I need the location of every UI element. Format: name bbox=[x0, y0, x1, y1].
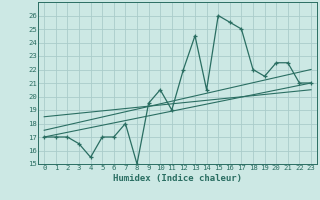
X-axis label: Humidex (Indice chaleur): Humidex (Indice chaleur) bbox=[113, 174, 242, 183]
